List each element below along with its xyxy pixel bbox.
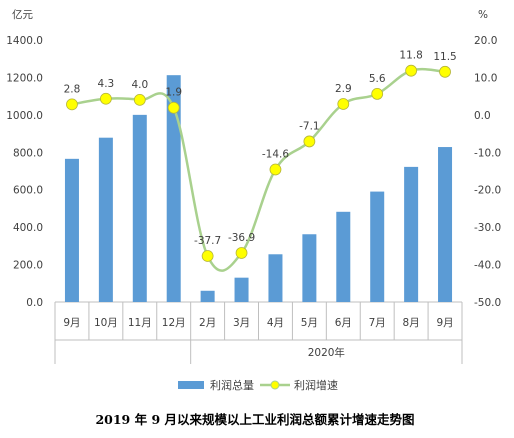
- line-data-label: 1.9: [165, 87, 182, 99]
- line-point: [66, 98, 78, 111]
- line-layer: [66, 64, 451, 272]
- line-data-label: -37.7: [194, 235, 221, 247]
- category-label: 8月: [403, 317, 420, 329]
- bar: [132, 114, 147, 302]
- right-tick-label: 10.0: [474, 72, 497, 84]
- bar: [234, 277, 249, 302]
- left-tick-label: 1200.0: [6, 72, 43, 84]
- category-label: 3月: [233, 317, 250, 329]
- line-point: [201, 250, 214, 262]
- line-data-label: 11.8: [399, 50, 422, 62]
- bar: [64, 158, 79, 302]
- bar: [438, 147, 453, 302]
- category-label: 5月: [301, 317, 318, 329]
- legend: 利润总量 利润增速: [178, 378, 338, 392]
- line-data-label: 11.5: [433, 51, 456, 63]
- legend-label-line: 利润增速: [294, 378, 338, 392]
- line-point: [167, 101, 180, 114]
- category-label: 9月: [436, 317, 453, 329]
- right-tick-label: -40.0: [474, 260, 501, 272]
- right-tick-label: 0.0: [474, 110, 491, 122]
- line-point: [99, 92, 112, 105]
- line-point: [371, 87, 384, 100]
- line-point: [269, 163, 282, 176]
- line-data-label: 4.3: [98, 78, 115, 90]
- growth-line: [71, 67, 446, 272]
- category-label: 6月: [335, 317, 352, 329]
- line-data-label: 2.9: [335, 83, 352, 95]
- category-label: 2月: [199, 317, 216, 329]
- right-tick-label: -50.0: [474, 297, 501, 309]
- left-tick-label: 800.0: [13, 147, 43, 159]
- bars-layer: [64, 75, 453, 302]
- line-point: [235, 247, 248, 259]
- right-tick-label: -30.0: [474, 222, 501, 234]
- bar: [268, 254, 283, 302]
- left-tick-label: 0.0: [26, 297, 43, 309]
- line-point: [303, 135, 316, 148]
- category-label: 10月: [94, 317, 118, 329]
- left-axis-unit: 亿元: [12, 8, 33, 21]
- year-group-label: 2020年: [308, 346, 345, 359]
- bar: [200, 290, 215, 302]
- axes-layer: 0.0 200.0 400.0 600.0 800.0 1000.0 1200.0 1400.…: [6, 35, 501, 364]
- category-label: 12月: [162, 317, 186, 329]
- line-data-label: 2.8: [64, 83, 81, 95]
- category-label: 7月: [369, 317, 386, 329]
- line-data-label: 4.0: [131, 79, 148, 91]
- line-data-label: -14.6: [262, 149, 289, 161]
- line-data-label: -7.1: [299, 120, 320, 132]
- category-label: 9月: [63, 317, 80, 329]
- right-tick-label: 20.0: [474, 35, 497, 47]
- category-label: 11月: [128, 317, 152, 329]
- bar: [404, 166, 419, 302]
- right-tick-label: -10.0: [474, 147, 501, 159]
- category-label: 4月: [267, 317, 284, 329]
- left-tick-label: 1000.0: [6, 110, 43, 122]
- right-tick-label: -20.0: [474, 185, 501, 197]
- left-tick-label: 400.0: [13, 222, 43, 234]
- line-point: [405, 64, 418, 77]
- right-axis-unit: %: [478, 9, 488, 21]
- chart-title: 2019 年 9 月以来规模以上工业利润总额累计增速走势图: [95, 412, 414, 427]
- legend-swatch-marker: [270, 380, 280, 390]
- bar: [98, 137, 113, 302]
- bar: [370, 191, 385, 302]
- bar: [302, 234, 317, 302]
- data-labels-layer: 2.8 4.3 4.0 1.9 -37.7 -36.9 -14.6 -7.1 2.9 5.6 11.…: [64, 50, 457, 247]
- bar: [336, 211, 351, 302]
- left-tick-label: 200.0: [13, 260, 43, 272]
- bar: [166, 75, 181, 302]
- line-data-label: 5.6: [369, 73, 386, 85]
- line-data-label: -36.9: [228, 232, 255, 244]
- line-point: [439, 65, 451, 78]
- left-tick-label: 1400.0: [6, 35, 43, 47]
- line-point: [337, 98, 350, 110]
- legend-swatch-bar: [178, 381, 204, 389]
- line-point: [133, 93, 146, 106]
- legend-label-bar: 利润总量: [210, 378, 254, 392]
- left-tick-label: 600.0: [13, 185, 43, 197]
